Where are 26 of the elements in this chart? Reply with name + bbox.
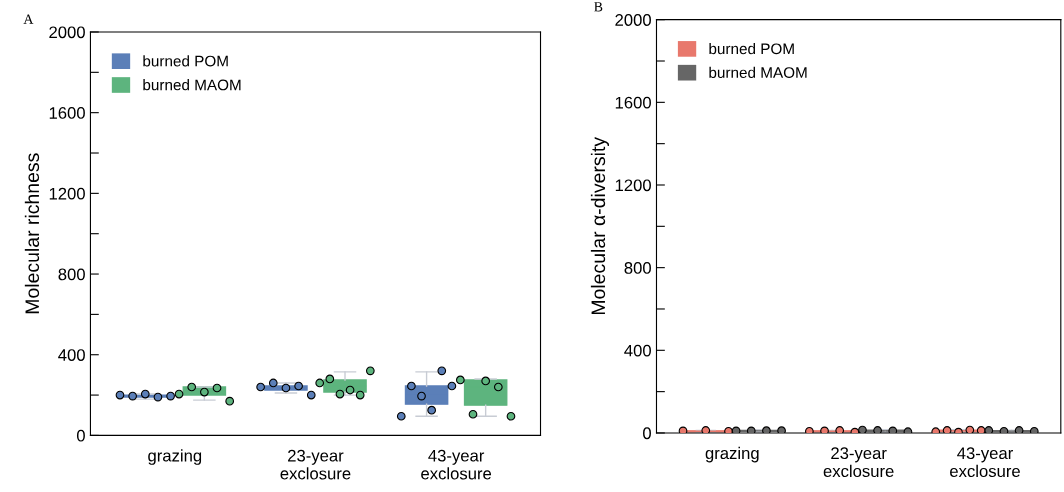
x-tick-label: grazing <box>148 449 202 465</box>
chart-title: A <box>23 14 34 24</box>
legend-label: burned MAOM <box>709 66 807 78</box>
y-tick-label: 2000 <box>615 14 651 26</box>
x-tick-label: 43-year exclosure <box>950 447 1020 478</box>
y-tick-label: 800 <box>58 268 85 281</box>
y-tick-label: 2000 <box>49 26 85 39</box>
y-tick-label: 0 <box>76 429 85 442</box>
y-axis-title: Molecular richness <box>24 153 40 314</box>
legend-label: burned POM <box>143 55 228 67</box>
y-tick-label: 800 <box>624 262 651 274</box>
legend-label: burned POM <box>709 42 794 55</box>
y-tick-label: 1600 <box>49 107 85 119</box>
y-tick-label: 0 <box>643 427 651 440</box>
x-tick-label: 23-year exclosure <box>823 447 894 478</box>
y-tick-label: 1600 <box>615 96 651 109</box>
legend-label: burned MAOM <box>143 79 241 91</box>
y-tick-label: 1200 <box>615 179 651 192</box>
y-tick-label: 400 <box>624 344 651 357</box>
y-tick-label: 1200 <box>49 187 85 200</box>
y-tick-label: 400 <box>58 349 85 361</box>
x-tick-label: 43-year exclosure <box>421 449 492 480</box>
x-tick-label: grazing <box>705 446 759 463</box>
x-tick-label: 23-year exclosure <box>280 449 351 480</box>
chart-title: B <box>594 2 603 12</box>
y-axis-title: Molecular α-diversity <box>590 136 609 315</box>
